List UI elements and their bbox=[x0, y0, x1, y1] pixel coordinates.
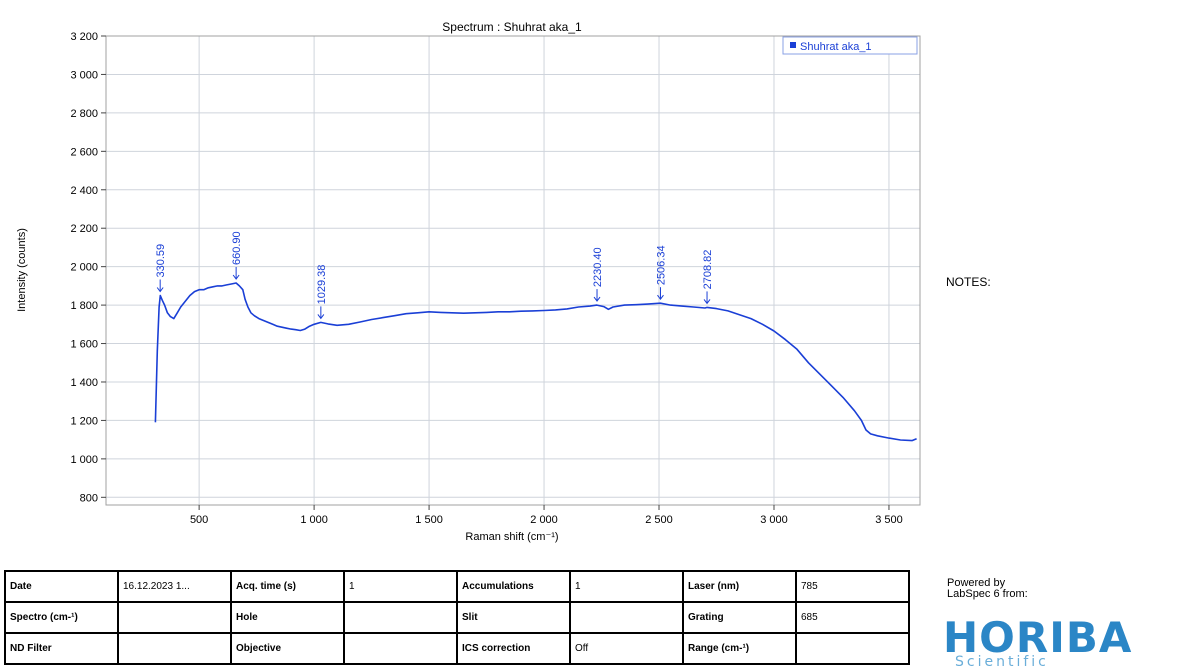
powered-by-line: Powered by bbox=[947, 577, 1006, 589]
table-row: Date 16.12.2023 1... Acq. time (s) 1 Acc… bbox=[4, 570, 910, 603]
grid bbox=[106, 35, 920, 505]
peak-label: 2230.40 bbox=[592, 247, 604, 287]
table-value bbox=[117, 601, 232, 634]
table-label: Accumulations bbox=[456, 570, 571, 603]
y-tick-label: 2 600 bbox=[70, 146, 98, 158]
table-value: 685 bbox=[795, 601, 910, 634]
table-label: Objective bbox=[230, 632, 345, 665]
peak-arrowhead bbox=[232, 274, 240, 280]
acquisition-info-table: Date 16.12.2023 1... Acq. time (s) 1 Acc… bbox=[4, 570, 910, 665]
table-row: ND Filter Objective ICS correction Off R… bbox=[4, 632, 910, 665]
x-tick-label: 1 000 bbox=[300, 514, 328, 526]
legend-box bbox=[782, 36, 918, 55]
x-axis-label: Raman shift (cm⁻¹) bbox=[465, 531, 558, 543]
table-label: Slit bbox=[456, 601, 571, 634]
y-tick-label: 3 000 bbox=[70, 69, 98, 81]
labspec-line: LabSpec 6 from: bbox=[947, 588, 1028, 600]
chart-title: Spectrum : Shuhrat aka_1 bbox=[442, 20, 582, 34]
horiba-logo-subtitle: Scientific bbox=[955, 654, 1049, 670]
y-tick-label: 2 200 bbox=[70, 223, 98, 235]
table-label: Hole bbox=[230, 601, 345, 634]
y-tick-label: 1 000 bbox=[70, 454, 98, 466]
y-tick-label: 800 bbox=[80, 492, 98, 504]
peak-label: 2708.82 bbox=[702, 250, 714, 290]
peak-arrowhead bbox=[593, 296, 601, 302]
y-tick-label: 1 600 bbox=[70, 339, 98, 351]
table-value: 16.12.2023 1... bbox=[117, 570, 232, 603]
peak-arrowhead bbox=[156, 287, 164, 293]
table-value: Off bbox=[569, 632, 684, 665]
y-tick-label: 2 800 bbox=[70, 108, 98, 120]
notes-label: NOTES: bbox=[946, 275, 991, 289]
table-label: Spectro (cm-¹) bbox=[4, 601, 119, 634]
powered-by-text: Powered by LabSpec 6 from: bbox=[947, 578, 1028, 600]
y-tick-label: 1 200 bbox=[70, 415, 98, 427]
y-tick-label: 2 000 bbox=[70, 262, 98, 274]
y-tick-label: 1 800 bbox=[70, 300, 98, 312]
table-value: 1 bbox=[569, 570, 684, 603]
peak-arrowhead bbox=[703, 299, 711, 305]
table-label: Grating bbox=[682, 601, 797, 634]
peak-label: 330.59 bbox=[155, 244, 167, 278]
table-row: Spectro (cm-¹) Hole Slit Grating 685 bbox=[4, 601, 910, 634]
peak-annotations: 330.59 660.90 1029.38 2230.40 2506.34 2708.82 bbox=[155, 231, 714, 320]
legend-label: Shuhrat aka_1 bbox=[800, 41, 872, 53]
table-label: Acq. time (s) bbox=[230, 570, 345, 603]
table-value: 1 bbox=[343, 570, 458, 603]
x-tick-label: 1 500 bbox=[415, 514, 443, 526]
legend: Shuhrat aka_1 bbox=[782, 36, 918, 55]
table-value bbox=[117, 632, 232, 665]
table-value bbox=[343, 601, 458, 634]
series-layer bbox=[154, 282, 917, 442]
plot-area-frame bbox=[105, 35, 921, 506]
x-tick-label: 3 500 bbox=[875, 514, 903, 526]
peak-arrowhead bbox=[657, 294, 664, 301]
table-label: ND Filter bbox=[4, 632, 119, 665]
table-value bbox=[569, 601, 684, 634]
y-axis-label: Intensity (counts) bbox=[16, 228, 28, 312]
table-value: 785 bbox=[795, 570, 910, 603]
spectrum-chart: Spectrum : Shuhrat aka_1 500 1 000 1 500 2 … bbox=[16, 20, 921, 543]
legend-swatch bbox=[790, 42, 796, 48]
horiba-logo: HORIBA bbox=[943, 613, 1133, 662]
table-label: ICS correction bbox=[456, 632, 571, 665]
x-tick-label: 2 000 bbox=[530, 514, 558, 526]
series-line bbox=[154, 282, 917, 442]
peak-label: 2506.34 bbox=[655, 245, 667, 285]
x-tick-label: 3 000 bbox=[760, 514, 788, 526]
peak-label: 660.90 bbox=[231, 231, 243, 265]
y-tick-label: 1 400 bbox=[70, 377, 98, 389]
table-value bbox=[343, 632, 458, 665]
peak-label: 1029.38 bbox=[316, 265, 328, 305]
y-tick-label: 2 400 bbox=[70, 185, 98, 197]
table-label: Range (cm-¹) bbox=[682, 632, 797, 665]
x-tick-label: 500 bbox=[190, 514, 208, 526]
table-label: Date bbox=[4, 570, 119, 603]
axes: 500 1 000 1 500 2 000 2 500 3 000 3 500 800 1 00… bbox=[70, 31, 902, 526]
y-tick-label: 3 200 bbox=[70, 31, 98, 43]
table-value bbox=[795, 632, 910, 665]
table-label: Laser (nm) bbox=[682, 570, 797, 603]
peak-arrowhead bbox=[317, 314, 325, 320]
x-tick-label: 2 500 bbox=[645, 514, 673, 526]
